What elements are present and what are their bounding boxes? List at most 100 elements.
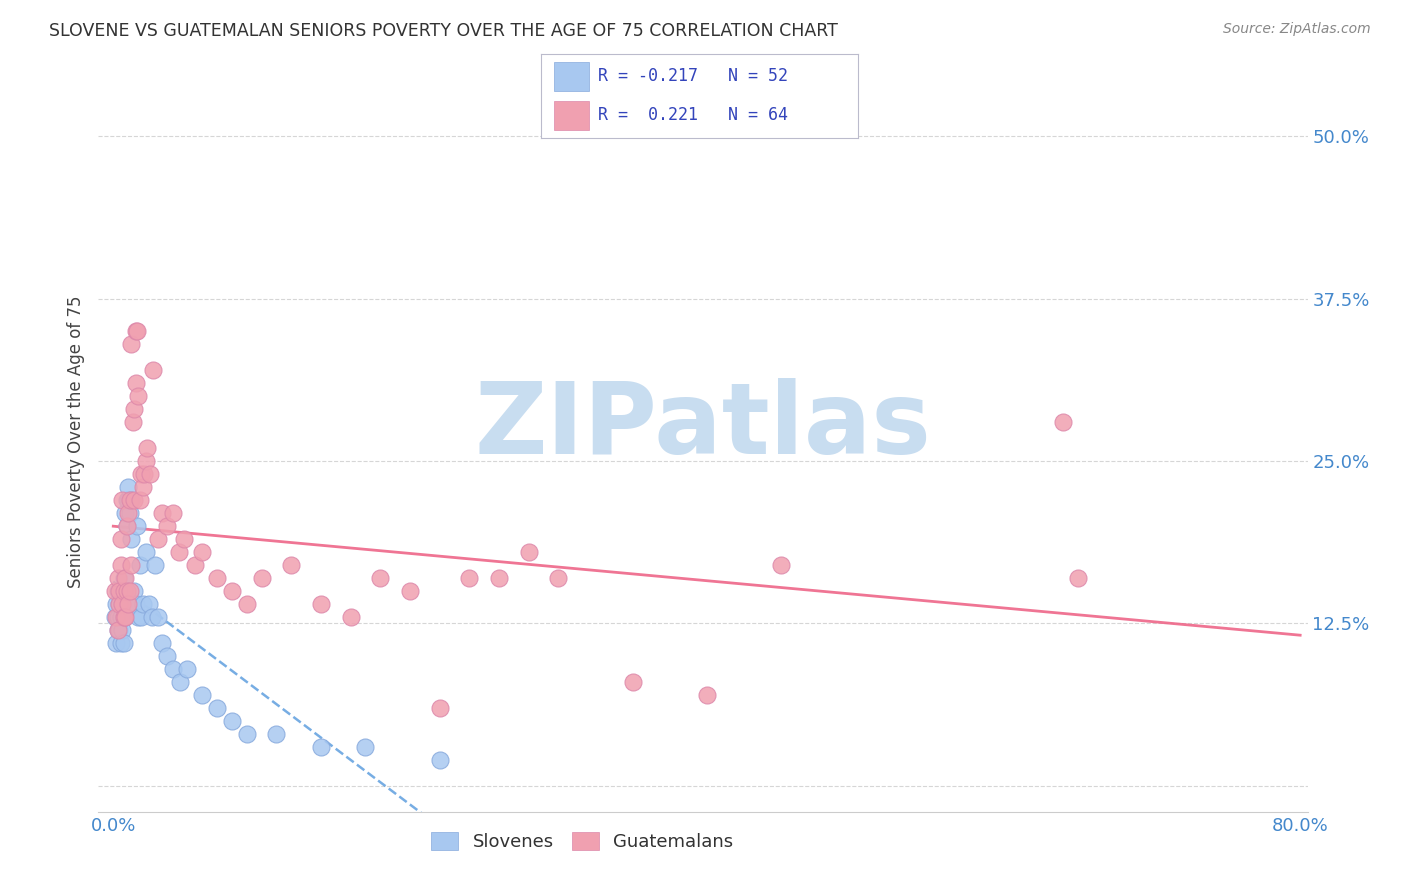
Point xyxy=(1066,571,1088,585)
Point xyxy=(146,610,169,624)
Point xyxy=(120,493,142,508)
Point xyxy=(107,623,129,637)
Point xyxy=(221,714,243,728)
Point xyxy=(136,441,159,455)
Point xyxy=(127,610,149,624)
Point xyxy=(111,493,134,508)
Point xyxy=(122,583,145,598)
Point xyxy=(107,623,129,637)
Point xyxy=(121,597,143,611)
Point xyxy=(184,558,207,572)
Point xyxy=(132,597,155,611)
Text: R = -0.217   N = 52: R = -0.217 N = 52 xyxy=(599,68,789,86)
Legend: Slovenes, Guatemalans: Slovenes, Guatemalans xyxy=(423,824,741,858)
Point xyxy=(769,558,792,572)
Point xyxy=(117,597,139,611)
Point xyxy=(205,701,228,715)
Point xyxy=(115,519,138,533)
Point xyxy=(139,467,162,481)
Point xyxy=(135,545,157,559)
Point xyxy=(124,324,146,338)
Text: ZIPatlas: ZIPatlas xyxy=(475,378,931,475)
Point xyxy=(399,583,422,598)
Point xyxy=(118,506,141,520)
Point xyxy=(621,674,644,689)
Point xyxy=(517,545,540,559)
Point xyxy=(191,688,214,702)
Point xyxy=(108,623,131,637)
Point xyxy=(141,610,163,624)
Point xyxy=(117,480,139,494)
Point xyxy=(309,597,332,611)
Point xyxy=(696,688,718,702)
Point xyxy=(110,610,132,624)
Point xyxy=(129,493,152,508)
Point xyxy=(115,519,138,533)
Point xyxy=(354,739,377,754)
Point xyxy=(122,493,145,508)
Point xyxy=(111,597,134,611)
Point xyxy=(110,583,132,598)
Point xyxy=(488,571,510,585)
Point xyxy=(117,493,139,508)
Point xyxy=(110,636,132,650)
Point xyxy=(105,610,128,624)
Point xyxy=(429,701,451,715)
Point xyxy=(115,493,138,508)
Point xyxy=(162,662,184,676)
Point xyxy=(124,376,146,390)
Point xyxy=(122,402,145,417)
Point xyxy=(118,583,141,598)
Point xyxy=(156,519,179,533)
Point xyxy=(127,389,149,403)
FancyBboxPatch shape xyxy=(554,62,589,91)
Point xyxy=(114,610,136,624)
Point xyxy=(108,597,131,611)
Point xyxy=(176,662,198,676)
Point xyxy=(114,506,136,520)
Point xyxy=(138,597,160,611)
Point xyxy=(115,583,138,598)
Point xyxy=(309,739,332,754)
Point xyxy=(143,558,166,572)
Point xyxy=(458,571,481,585)
Point xyxy=(120,532,142,546)
Point xyxy=(124,597,146,611)
Point xyxy=(167,545,190,559)
Point xyxy=(112,610,135,624)
Point xyxy=(104,583,127,598)
FancyBboxPatch shape xyxy=(554,101,589,130)
Point xyxy=(280,558,302,572)
Point xyxy=(368,571,391,585)
Point xyxy=(120,558,142,572)
Y-axis label: Seniors Poverty Over the Age of 75: Seniors Poverty Over the Age of 75 xyxy=(67,295,86,588)
Point xyxy=(114,571,136,585)
Point xyxy=(250,571,273,585)
Point xyxy=(107,610,129,624)
Point xyxy=(120,337,142,351)
Text: SLOVENE VS GUATEMALAN SENIORS POVERTY OVER THE AGE OF 75 CORRELATION CHART: SLOVENE VS GUATEMALAN SENIORS POVERTY OV… xyxy=(49,22,838,40)
Point xyxy=(110,532,132,546)
Point xyxy=(129,558,152,572)
Point xyxy=(135,454,157,468)
Point xyxy=(131,610,153,624)
Point xyxy=(112,610,135,624)
Point xyxy=(1052,415,1074,429)
Point xyxy=(110,558,132,572)
Point xyxy=(146,532,169,546)
Text: R =  0.221   N = 64: R = 0.221 N = 64 xyxy=(599,106,789,124)
Point xyxy=(125,324,148,338)
Point xyxy=(142,363,165,377)
Point xyxy=(156,648,179,663)
Point xyxy=(112,571,135,585)
Point xyxy=(236,597,259,611)
Point xyxy=(173,532,195,546)
Point xyxy=(132,480,155,494)
Point xyxy=(205,571,228,585)
Point xyxy=(117,506,139,520)
Point xyxy=(105,636,128,650)
Point xyxy=(150,636,173,650)
Point xyxy=(162,506,184,520)
Point xyxy=(112,583,135,598)
Point xyxy=(125,519,148,533)
